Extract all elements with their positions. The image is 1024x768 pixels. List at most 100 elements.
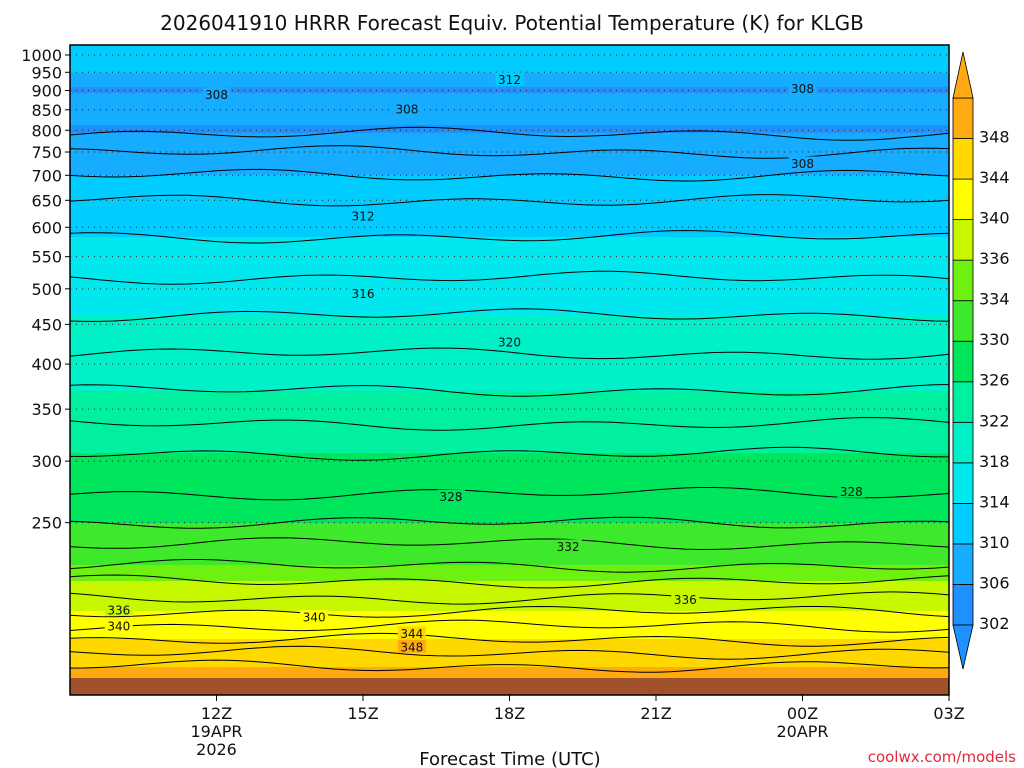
y-tick-label: 750 bbox=[31, 143, 62, 162]
contour-label-bg bbox=[202, 87, 231, 101]
colorbar-label: 334 bbox=[979, 290, 1010, 309]
x-tick-label: 15Z bbox=[347, 704, 378, 723]
x-tick-label: 20APR bbox=[776, 722, 828, 741]
colorbar-swatch-302 bbox=[952, 584, 974, 626]
y-tick-label: 500 bbox=[31, 280, 62, 299]
contour-316 bbox=[70, 270, 949, 285]
colorbar-label: 336 bbox=[979, 249, 1010, 268]
contour-324 bbox=[70, 417, 949, 431]
y-tick-label: 1000 bbox=[21, 46, 62, 65]
contour-label-348: 348 bbox=[400, 640, 423, 654]
contour-330 bbox=[70, 516, 949, 529]
colorbar-swatch-314 bbox=[952, 462, 974, 504]
colorbar-swatch-336 bbox=[952, 219, 974, 261]
contour-348 bbox=[70, 659, 949, 673]
colorbar-label: 322 bbox=[979, 411, 1010, 430]
contour-label-bg bbox=[495, 335, 524, 349]
ground-surface bbox=[70, 678, 949, 695]
y-tick-label: 300 bbox=[31, 452, 62, 471]
contour-label-308: 308 bbox=[205, 88, 228, 102]
y-tick-label: 400 bbox=[31, 355, 62, 374]
colorbar-swatch-330 bbox=[952, 300, 974, 342]
contour-306 bbox=[70, 126, 949, 141]
contour-314 bbox=[70, 229, 949, 244]
y-tick-label: 550 bbox=[31, 248, 62, 267]
contour-326 bbox=[70, 446, 949, 461]
colorbar-label: 326 bbox=[979, 371, 1010, 390]
contour-346 bbox=[70, 645, 949, 660]
contour-342 bbox=[70, 619, 949, 633]
contour-label-bg bbox=[104, 619, 133, 633]
contour-label-328: 328 bbox=[439, 490, 462, 504]
colorbar-swatch-344 bbox=[952, 138, 974, 180]
contour-label-bg bbox=[397, 626, 426, 640]
colorbar-swatch-348 bbox=[952, 97, 974, 139]
contour-label-bg bbox=[104, 602, 133, 616]
contour-320 bbox=[70, 347, 949, 360]
colorbar-swatch-310 bbox=[952, 502, 974, 545]
credit-text: coolwx.com/models bbox=[868, 748, 1016, 766]
contour-label-bg bbox=[392, 102, 421, 116]
contour-label-340: 340 bbox=[303, 611, 326, 625]
colorbar-label: 340 bbox=[979, 209, 1010, 228]
contour-label-328: 328 bbox=[840, 485, 863, 499]
contour-label-312: 312 bbox=[498, 73, 521, 87]
x-tick-label: 21Z bbox=[640, 704, 671, 723]
contour-336 bbox=[70, 574, 949, 589]
y-tick-label: 900 bbox=[31, 82, 62, 101]
y-tick-label: 800 bbox=[31, 121, 62, 140]
contour-label-bg bbox=[495, 72, 524, 86]
y-tick-label: 700 bbox=[31, 166, 62, 185]
contour-label-bg bbox=[554, 539, 583, 553]
y-tick-label: 600 bbox=[31, 218, 62, 237]
y-tick-label: 650 bbox=[31, 191, 62, 210]
contour-label-308: 308 bbox=[791, 157, 814, 171]
contour-label-308: 308 bbox=[791, 82, 814, 96]
colorbar-label: 310 bbox=[979, 533, 1010, 552]
contour-label-bg bbox=[349, 209, 377, 223]
colorbar-label: 348 bbox=[979, 128, 1010, 147]
contour-label-336: 336 bbox=[107, 603, 130, 617]
colorbar-top-arrow bbox=[952, 51, 974, 99]
contour-label-308: 308 bbox=[395, 103, 418, 117]
colorbar: 302 306 310 314 318 322 326 330 334 336 340 344 348 bbox=[952, 51, 1010, 670]
colorbar-swatch-322 bbox=[952, 381, 974, 423]
contour-label-332: 332 bbox=[557, 540, 580, 554]
colorbar-swatch-326 bbox=[952, 340, 974, 383]
contour-334 bbox=[70, 559, 949, 573]
colorbar-label: 314 bbox=[979, 492, 1010, 511]
x-tick-label: 03Z bbox=[933, 704, 964, 723]
colorbar-bottom-arrow bbox=[952, 624, 974, 670]
contour-340 bbox=[70, 605, 949, 618]
y-tick-label: 350 bbox=[31, 400, 62, 419]
x-tick-label: 18Z bbox=[494, 704, 525, 723]
x-tick-label: 2026 bbox=[196, 740, 237, 759]
contour-label-312: 312 bbox=[352, 210, 375, 224]
colorbar-swatch-334 bbox=[952, 259, 974, 302]
x-tick-label: 19APR bbox=[190, 722, 242, 741]
y-axis: 250 300 350 400 450 500 550 600 650 700 750 8008509… bbox=[21, 46, 70, 533]
colorbar-label: 302 bbox=[979, 614, 1010, 633]
contour-338 bbox=[70, 591, 949, 605]
y-tick-label: 850 bbox=[31, 101, 62, 120]
contour-label-bg bbox=[397, 639, 426, 653]
contour-label-336: 336 bbox=[674, 593, 697, 607]
contour-label-bg bbox=[788, 156, 817, 170]
x-axis-label: Forecast Time (UTC) bbox=[419, 749, 600, 768]
colorbar-label: 330 bbox=[979, 330, 1010, 349]
y-tick-label: 450 bbox=[31, 315, 62, 334]
contour-label-bg bbox=[300, 610, 329, 624]
contour-label-bg bbox=[349, 286, 377, 300]
y-tick-label: 250 bbox=[31, 514, 62, 533]
colorbar-label: 318 bbox=[979, 452, 1010, 471]
contour-310 bbox=[70, 168, 949, 182]
colorbar-label: 306 bbox=[979, 573, 1010, 592]
contour-label-340: 340 bbox=[107, 620, 130, 634]
colorbar-swatch-340 bbox=[952, 178, 974, 221]
colorbar-swatch-318 bbox=[952, 421, 974, 464]
contour-312 bbox=[70, 194, 949, 207]
contour-label-bg bbox=[788, 81, 817, 95]
